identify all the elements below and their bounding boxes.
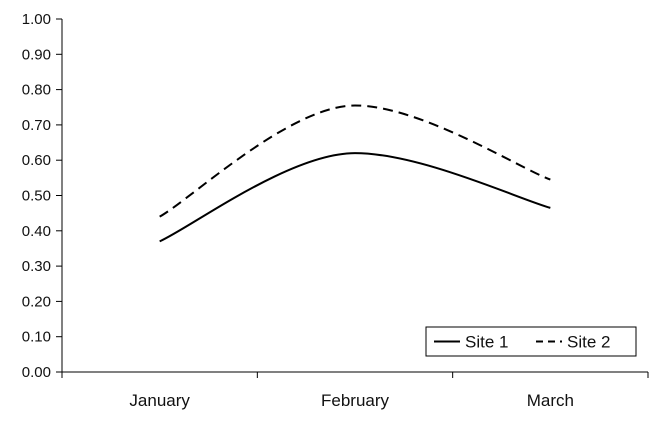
- legend-label-2: Site 2: [567, 333, 610, 352]
- legend-label-1: Site 1: [465, 333, 508, 352]
- series-line-1: [159, 152, 551, 243]
- y-tick-label: 0.50: [22, 188, 51, 205]
- legend: Site 1 Site 2: [425, 326, 637, 357]
- x-tick-label: February: [321, 391, 390, 410]
- series-lines: [159, 104, 551, 243]
- y-tick-label: 0.40: [22, 223, 51, 240]
- y-tick-label: 0.90: [22, 46, 51, 63]
- x-axis: January February March: [61, 371, 649, 410]
- y-tick-label: 0.00: [22, 364, 51, 381]
- y-tick-label: 0.20: [22, 293, 51, 310]
- y-tick-label: 0.80: [22, 82, 51, 99]
- legend-box: [425, 326, 637, 357]
- x-tick-label: January: [129, 391, 190, 410]
- series-line-2: [159, 104, 551, 218]
- y-axis: 0.00 0.10 0.20 0.30 0.40 0.50 0.60 0.70 0.80 0.90…: [22, 11, 63, 381]
- x-tick-label: March: [527, 391, 574, 410]
- y-tick-label: 0.60: [22, 152, 51, 169]
- y-tick-label: 1.00: [22, 11, 51, 28]
- y-tick-label: 0.10: [22, 329, 51, 346]
- y-tick-label: 0.30: [22, 258, 51, 275]
- y-tick-label: 0.70: [22, 117, 51, 134]
